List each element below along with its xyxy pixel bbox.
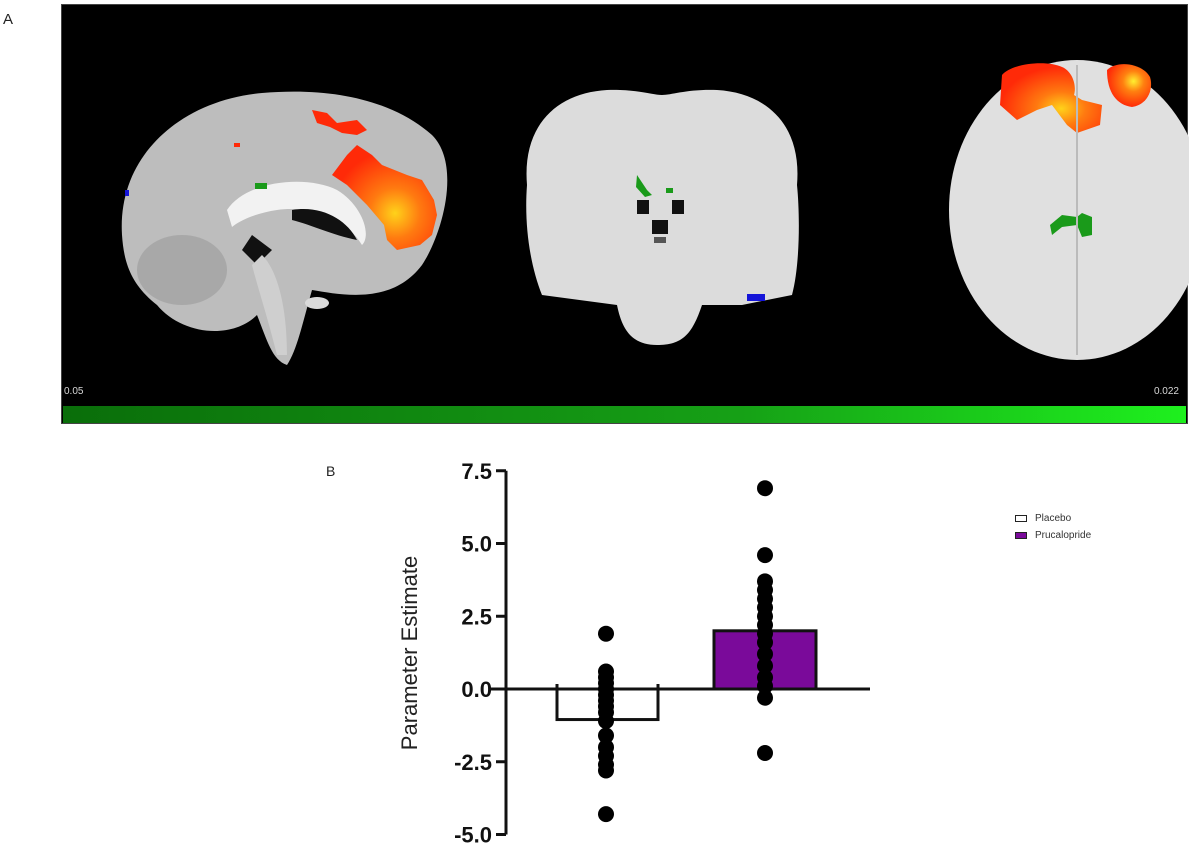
legend-swatch-prucalopride <box>1015 532 1027 539</box>
data-point <box>598 704 614 721</box>
data-point <box>757 616 773 633</box>
data-point <box>757 646 773 663</box>
legend-item-prucalopride: Prucalopride <box>1015 527 1091 544</box>
data-point <box>757 657 773 674</box>
data-point <box>598 686 614 703</box>
data-point <box>757 678 773 695</box>
data-point <box>757 608 773 625</box>
colorbar-max-label: 0.022 <box>1153 386 1179 397</box>
data-point <box>598 681 614 697</box>
y-tick-label: -2.5 <box>454 750 492 775</box>
data-point <box>757 582 773 599</box>
bar-prucalopride <box>712 629 818 691</box>
data-point <box>757 745 773 762</box>
data-point <box>598 625 614 642</box>
data-point <box>598 675 614 692</box>
data-point <box>757 625 773 642</box>
sagittal-slice <box>121 91 448 365</box>
y-tick-label: 5.0 <box>461 532 492 557</box>
axial-slice <box>949 60 1189 360</box>
data-point <box>757 573 773 590</box>
data-point <box>598 762 614 779</box>
brain-slices-image <box>121 60 1189 365</box>
data-point <box>598 806 614 823</box>
data-point <box>598 739 614 756</box>
data-point <box>598 727 614 744</box>
coronal-slice <box>526 89 799 345</box>
data-point <box>598 698 614 715</box>
data-point <box>598 747 614 764</box>
bar-placebo <box>555 687 660 722</box>
colorbar-min-label: 0.05 <box>64 386 84 397</box>
colorbar <box>63 406 1186 423</box>
panel-a-label: A <box>3 11 14 28</box>
data-point <box>598 713 614 730</box>
y-tick-label: 2.5 <box>461 604 492 629</box>
data-point <box>757 689 773 706</box>
y-tick-label: 7.5 <box>461 459 492 484</box>
data-point <box>598 663 614 680</box>
y-tick-label: 0.0 <box>461 677 492 702</box>
y-axis-label: Parameter Estimate <box>397 555 422 751</box>
brain-imaging-panel: 0.05 0.022 <box>61 4 1189 424</box>
data-point <box>757 669 773 686</box>
legend: Placebo Prucalopride <box>1015 510 1091 544</box>
data-point <box>757 590 773 607</box>
legend-label: Placebo <box>1035 513 1072 524</box>
y-tick-label: -5.0 <box>454 823 492 847</box>
legend-swatch-placebo <box>1015 515 1027 522</box>
data-point <box>598 692 614 709</box>
legend-label: Prucalopride <box>1035 530 1092 541</box>
legend-item-placebo: Placebo <box>1015 510 1091 527</box>
data-point <box>757 599 773 616</box>
panel-b-label: B <box>326 463 336 479</box>
data-point <box>757 634 773 651</box>
data-point <box>598 756 614 773</box>
data-point <box>757 480 773 497</box>
data-point <box>598 669 614 686</box>
data-point <box>757 547 773 564</box>
